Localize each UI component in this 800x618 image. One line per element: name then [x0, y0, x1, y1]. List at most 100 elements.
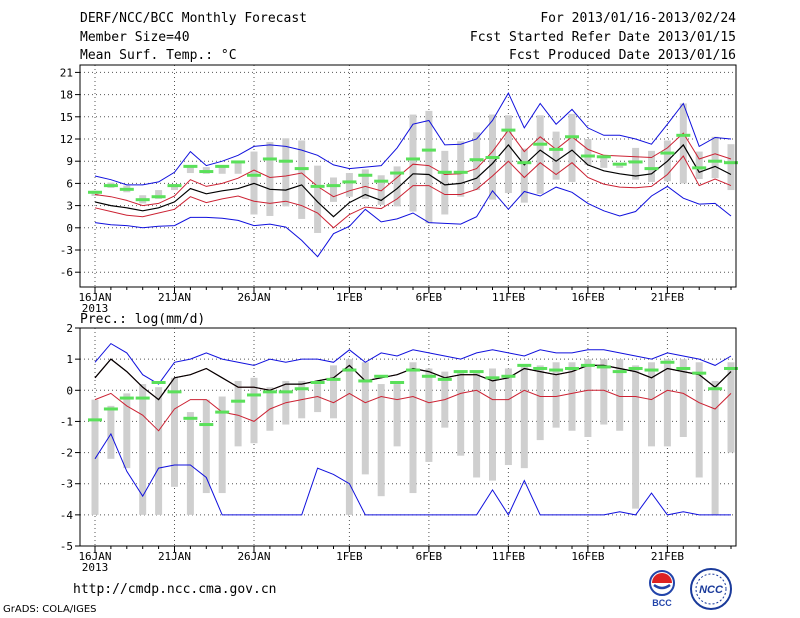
x-tick-label: 26JAN — [237, 291, 270, 304]
range-bar — [123, 393, 131, 469]
lower-line — [94, 155, 732, 229]
range-bar — [695, 362, 703, 478]
range-bar — [218, 396, 226, 494]
y-tick-label: 12 — [60, 133, 73, 146]
median-mark — [215, 164, 230, 168]
upper-line — [94, 129, 732, 207]
range-bar — [250, 377, 258, 444]
x-tick-label: 6FEB — [416, 550, 443, 563]
range-bar — [711, 380, 719, 515]
median-mark — [612, 162, 627, 166]
median-mark — [199, 170, 214, 174]
median-mark — [676, 133, 691, 137]
range-bar — [584, 359, 592, 437]
y-tick-label: 9 — [66, 155, 73, 168]
median-mark — [167, 184, 182, 188]
x-tick-label: 26JAN — [237, 550, 270, 563]
median-mark — [644, 368, 659, 372]
median-mark — [294, 387, 309, 391]
x-tick-label: 16FEB — [571, 291, 604, 304]
range-bar — [632, 365, 640, 509]
median-mark — [326, 377, 341, 381]
range-bar — [457, 141, 465, 197]
median-mark — [151, 381, 166, 384]
precip-axis-label: Prec.: log(mm/d) — [80, 312, 205, 327]
plot-frame — [79, 64, 737, 288]
range-bar — [155, 387, 163, 515]
median-mark — [88, 190, 102, 194]
range-bar — [377, 175, 385, 205]
median-mark — [533, 366, 548, 370]
median-mark — [310, 381, 325, 384]
y-tick-label: 21 — [60, 66, 73, 79]
range-bar — [441, 150, 449, 215]
median-mark — [215, 410, 230, 414]
median-mark — [278, 159, 293, 163]
median-mark — [580, 154, 595, 158]
range-bar — [727, 144, 735, 191]
median-mark — [103, 407, 118, 411]
x-tick-label: 1FEB — [336, 291, 363, 304]
median-mark — [88, 418, 102, 422]
median-mark — [167, 390, 182, 394]
median-mark — [437, 377, 452, 381]
range-bar — [345, 359, 353, 515]
median-mark — [278, 390, 293, 394]
x-tick-label: 6FEB — [416, 291, 443, 304]
range-bar — [218, 166, 226, 174]
median-mark — [183, 416, 198, 420]
source-url[interactable]: http://cmdp.ncc.cma.gov.cn — [73, 582, 277, 597]
range-bar — [314, 165, 322, 233]
range-bar — [648, 362, 655, 447]
median-mark — [135, 198, 150, 202]
start-date: Fcst Started Refer Date 2013/01/15 — [469, 30, 736, 45]
range-bar — [584, 139, 592, 165]
median-mark — [342, 368, 357, 372]
median-mark — [358, 173, 373, 177]
range-bar — [186, 412, 194, 515]
y-tick-label: 6 — [66, 177, 73, 190]
range-bar — [536, 365, 544, 441]
median-mark — [612, 370, 627, 374]
range-bar — [393, 384, 401, 447]
range-bar — [504, 115, 512, 194]
produced-date: Fcst Produced Date 2013/01/16 — [509, 48, 736, 63]
range-bar — [330, 177, 337, 202]
range-bar — [234, 162, 242, 174]
range-bar — [345, 173, 353, 197]
x-tick-label: 21FEB — [651, 291, 684, 304]
median-mark — [199, 423, 214, 427]
median-mark — [406, 157, 420, 161]
x-tick-label: 11FEB — [492, 550, 525, 563]
median-mark — [692, 371, 707, 375]
median-mark — [453, 370, 468, 374]
median-mark — [469, 158, 484, 162]
y-tick-label: -3 — [60, 478, 73, 491]
year-label: 2013 — [82, 302, 109, 315]
range-bar — [679, 359, 687, 437]
variable-label: Mean Surf. Temp.: °C — [80, 48, 237, 63]
range-bar — [473, 371, 481, 478]
range-bar — [552, 131, 560, 180]
range-bar — [616, 165, 624, 168]
median-mark — [390, 171, 405, 175]
range-bar — [536, 115, 544, 194]
range-bar — [409, 114, 417, 212]
range-bar — [568, 362, 576, 431]
median-mark — [453, 170, 468, 174]
range-bar — [202, 399, 210, 494]
median-mark — [708, 159, 723, 163]
range-bar — [711, 136, 719, 179]
range-bar — [186, 166, 194, 174]
y-tick-label: 18 — [60, 89, 73, 102]
median-mark — [119, 187, 134, 191]
range-bar — [568, 113, 576, 182]
svg-text:NCC: NCC — [699, 584, 724, 596]
range-bar — [727, 362, 735, 453]
median-mark — [660, 360, 675, 364]
mean-line — [94, 358, 732, 401]
median-mark — [183, 164, 198, 168]
y-tick-label: 1 — [66, 353, 73, 366]
x-tick-label: 16JAN — [78, 550, 111, 563]
median-mark — [342, 180, 357, 184]
